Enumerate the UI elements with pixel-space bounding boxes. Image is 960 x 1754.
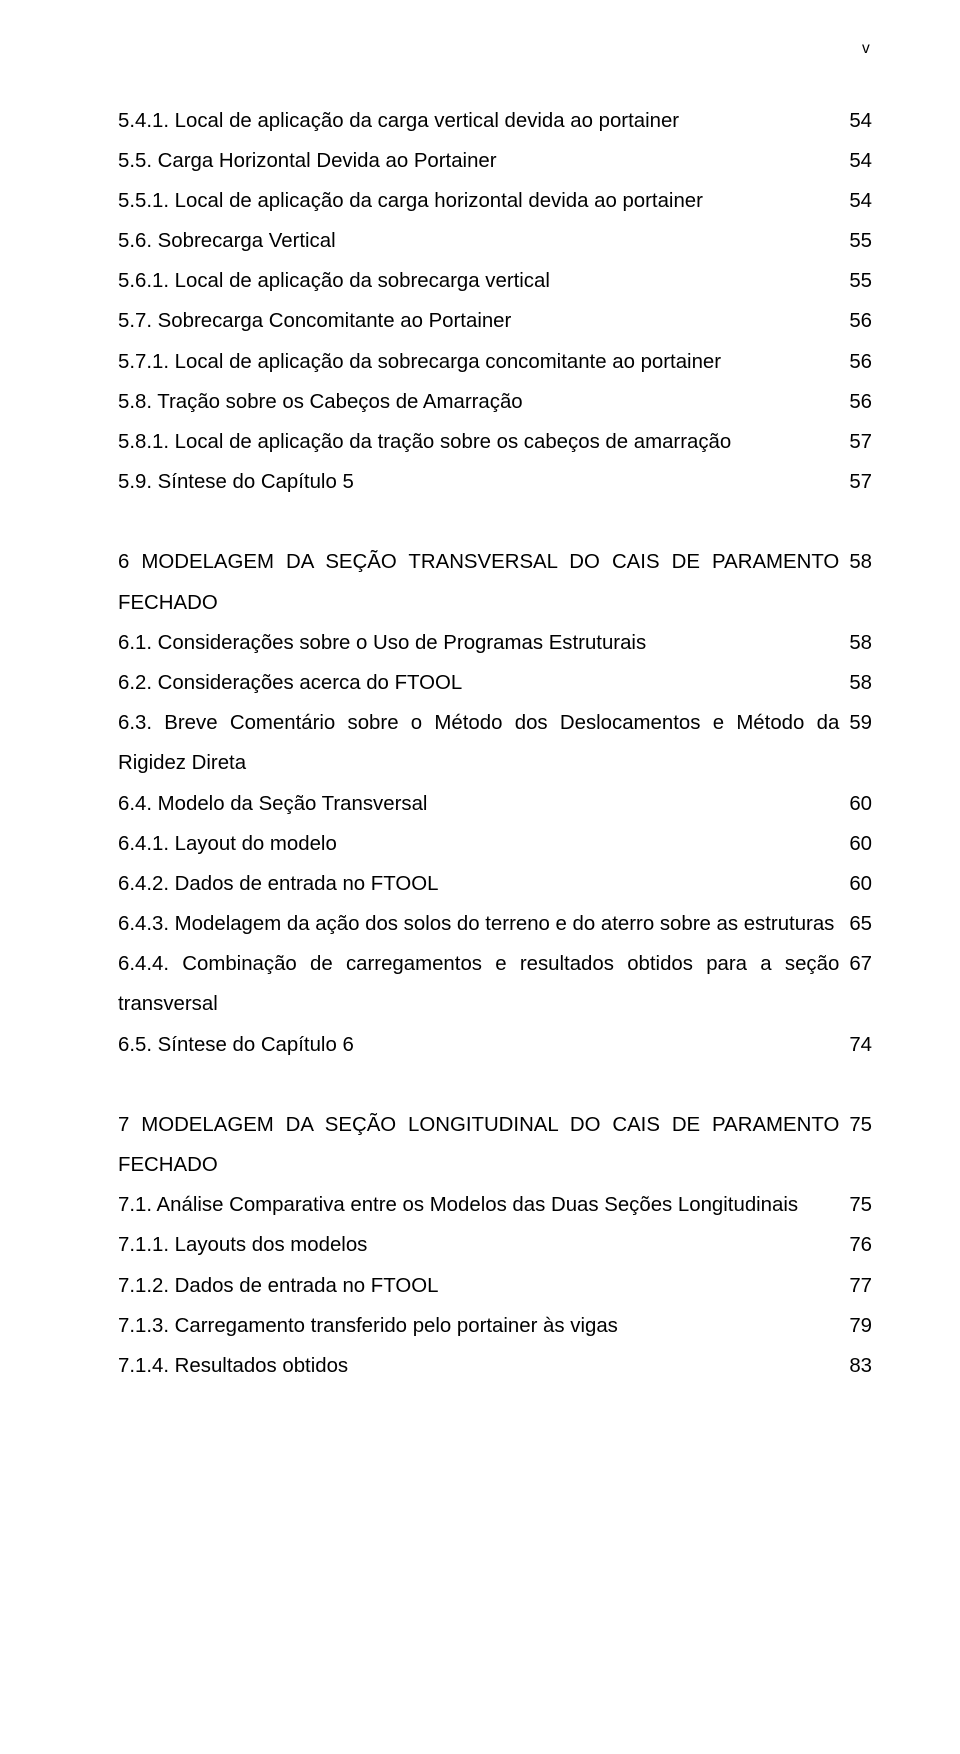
toc-entry: 7 MODELAGEM DA SEÇÃO LONGITUDINAL DO CAI…	[118, 1105, 872, 1185]
toc-entry-label: 5.6. Sobrecarga Vertical	[118, 221, 849, 261]
section-gap	[118, 1065, 872, 1105]
toc-entry: 6.4. Modelo da Seção Transversal60	[118, 784, 872, 824]
toc-entry: 7.1.3. Carregamento transferido pelo por…	[118, 1306, 872, 1346]
toc-entry-page: 54	[849, 141, 872, 181]
toc-entry-label: 5.6.1. Local de aplicação da sobrecarga …	[118, 261, 849, 301]
toc-entry: 7.1. Análise Comparativa entre os Modelo…	[118, 1185, 872, 1225]
toc-entry-label: 5.8. Tração sobre os Cabeços de Amarraçã…	[118, 382, 849, 422]
toc-entry-page: 56	[849, 301, 872, 341]
toc-entry-page: 75	[849, 1185, 872, 1225]
table-of-contents: 5.4.1. Local de aplicação da carga verti…	[118, 101, 872, 1387]
toc-entry: 6.2. Considerações acerca do FTOOL58	[118, 663, 872, 703]
toc-entry-label: 5.9. Síntese do Capítulo 5	[118, 462, 849, 502]
toc-entry: 7.1.1. Layouts dos modelos76	[118, 1225, 872, 1265]
toc-entry: 5.8. Tração sobre os Cabeços de Amarraçã…	[118, 382, 872, 422]
toc-entry-label: 6.1. Considerações sobre o Uso de Progra…	[118, 623, 849, 663]
toc-entry-label: 6.4. Modelo da Seção Transversal	[118, 784, 849, 824]
toc-entry: 5.8.1. Local de aplicação da tração sobr…	[118, 422, 872, 462]
toc-entry: 6.4.1. Layout do modelo60	[118, 824, 872, 864]
toc-entry-page: 54	[849, 101, 872, 141]
toc-entry: 7.1.4. Resultados obtidos83	[118, 1346, 872, 1386]
toc-entry: 6.4.3. Modelagem da ação dos solos do te…	[118, 904, 872, 944]
toc-entry-label: 7.1.3. Carregamento transferido pelo por…	[118, 1306, 849, 1346]
toc-entry-page: 57	[849, 462, 872, 502]
toc-entry: 5.5. Carga Horizontal Devida ao Portaine…	[118, 141, 872, 181]
toc-entry-page: 55	[849, 221, 872, 261]
toc-entry-label: 6.4.4. Combinação de carregamentos e res…	[118, 944, 849, 1024]
toc-entry-label: 5.5.1. Local de aplicação da carga horiz…	[118, 181, 849, 221]
toc-entry-page: 79	[849, 1306, 872, 1346]
toc-entry-label: 5.7.1. Local de aplicação da sobrecarga …	[118, 342, 849, 382]
toc-entry-label: 7.1.1. Layouts dos modelos	[118, 1225, 849, 1265]
toc-entry: 5.7.1. Local de aplicação da sobrecarga …	[118, 342, 872, 382]
toc-entry: 7.1.2. Dados de entrada no FTOOL77	[118, 1266, 872, 1306]
toc-entry-label: 7 MODELAGEM DA SEÇÃO LONGITUDINAL DO CAI…	[118, 1105, 849, 1185]
toc-entry-label: 5.8.1. Local de aplicação da tração sobr…	[118, 422, 849, 462]
toc-entry: 6.4.4. Combinação de carregamentos e res…	[118, 944, 872, 1024]
toc-entry-label: 7.1. Análise Comparativa entre os Modelo…	[118, 1185, 849, 1225]
toc-entry-label: 5.5. Carga Horizontal Devida ao Portaine…	[118, 141, 849, 181]
toc-entry-page: 56	[849, 342, 872, 382]
section-gap	[118, 502, 872, 542]
toc-entry: 5.9. Síntese do Capítulo 557	[118, 462, 872, 502]
toc-entry-page: 59	[849, 703, 872, 743]
toc-entry-label: 6.5. Síntese do Capítulo 6	[118, 1025, 849, 1065]
toc-entry-page: 65	[849, 904, 872, 944]
toc-entry-page: 58	[849, 663, 872, 703]
toc-entry: 6.1. Considerações sobre o Uso de Progra…	[118, 623, 872, 663]
toc-entry-page: 58	[849, 542, 872, 582]
toc-entry-label: 5.4.1. Local de aplicação da carga verti…	[118, 101, 849, 141]
toc-entry: 5.6. Sobrecarga Vertical55	[118, 221, 872, 261]
toc-entry-label: 6.3. Breve Comentário sobre o Método dos…	[118, 703, 849, 783]
toc-entry-label: 6.4.2. Dados de entrada no FTOOL	[118, 864, 849, 904]
toc-entry: 5.6.1. Local de aplicação da sobrecarga …	[118, 261, 872, 301]
toc-entry-page: 55	[849, 261, 872, 301]
toc-entry-label: 7.1.4. Resultados obtidos	[118, 1346, 849, 1386]
toc-entry: 6 MODELAGEM DA SEÇÃO TRANSVERSAL DO CAIS…	[118, 542, 872, 622]
toc-entry-page: 60	[849, 784, 872, 824]
toc-entry-page: 75	[849, 1105, 872, 1145]
toc-entry: 5.7. Sobrecarga Concomitante ao Portaine…	[118, 301, 872, 341]
page-roman-numeral: v	[118, 34, 872, 65]
toc-entry-page: 83	[849, 1346, 872, 1386]
toc-entry-page: 60	[849, 864, 872, 904]
toc-entry-page: 74	[849, 1025, 872, 1065]
toc-entry-label: 6.4.1. Layout do modelo	[118, 824, 849, 864]
toc-entry-page: 57	[849, 422, 872, 462]
toc-entry-label: 6 MODELAGEM DA SEÇÃO TRANSVERSAL DO CAIS…	[118, 542, 849, 622]
toc-entry: 6.4.2. Dados de entrada no FTOOL60	[118, 864, 872, 904]
toc-entry-page: 54	[849, 181, 872, 221]
toc-entry: 6.5. Síntese do Capítulo 674	[118, 1025, 872, 1065]
toc-entry-label: 6.2. Considerações acerca do FTOOL	[118, 663, 849, 703]
toc-entry-page: 67	[849, 944, 872, 984]
toc-entry: 5.4.1. Local de aplicação da carga verti…	[118, 101, 872, 141]
toc-entry-label: 5.7. Sobrecarga Concomitante ao Portaine…	[118, 301, 849, 341]
toc-entry: 5.5.1. Local de aplicação da carga horiz…	[118, 181, 872, 221]
toc-entry-page: 77	[849, 1266, 872, 1306]
toc-entry-page: 60	[849, 824, 872, 864]
toc-entry-page: 76	[849, 1225, 872, 1265]
toc-entry-page: 56	[849, 382, 872, 422]
toc-entry: 6.3. Breve Comentário sobre o Método dos…	[118, 703, 872, 783]
toc-entry-label: 7.1.2. Dados de entrada no FTOOL	[118, 1266, 849, 1306]
toc-entry-page: 58	[849, 623, 872, 663]
toc-entry-label: 6.4.3. Modelagem da ação dos solos do te…	[118, 904, 849, 944]
